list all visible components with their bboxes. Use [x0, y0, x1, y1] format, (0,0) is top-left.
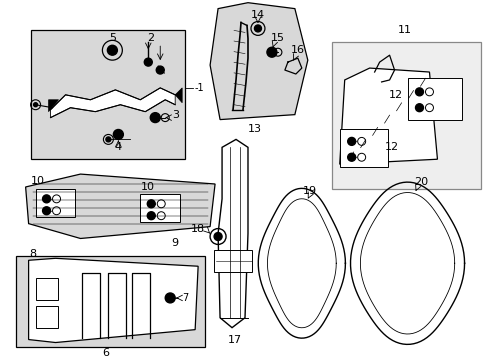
Bar [407, 78, 462, 120]
Bar [331, 42, 480, 189]
Bar [140, 194, 180, 222]
Text: 7: 7 [182, 293, 188, 303]
Text: -1: -1 [194, 83, 203, 93]
Circle shape [415, 104, 423, 112]
Circle shape [107, 45, 117, 55]
Text: 19: 19 [302, 186, 316, 196]
Circle shape [150, 113, 160, 122]
Bar [36, 189, 75, 217]
Text: 14: 14 [250, 10, 264, 19]
Bar [214, 250, 251, 272]
Circle shape [165, 293, 175, 303]
Text: 10: 10 [31, 176, 44, 186]
Bar [36, 278, 58, 300]
Polygon shape [25, 174, 215, 238]
Text: 13: 13 [247, 125, 262, 135]
Text: 12: 12 [384, 142, 398, 152]
Text: 15: 15 [270, 33, 285, 43]
Bar [16, 256, 204, 347]
Circle shape [266, 47, 276, 57]
Circle shape [147, 212, 155, 220]
Text: 20: 20 [414, 177, 427, 187]
Circle shape [144, 58, 152, 66]
Circle shape [34, 103, 38, 107]
Polygon shape [48, 100, 59, 112]
Text: 4: 4 [115, 142, 122, 152]
Circle shape [147, 200, 155, 208]
Polygon shape [218, 139, 247, 328]
Bar [36, 306, 58, 328]
Text: 3: 3 [171, 110, 178, 120]
Circle shape [347, 153, 355, 161]
Polygon shape [50, 88, 175, 118]
Text: 6: 6 [102, 348, 109, 359]
Text: 16: 16 [290, 45, 304, 55]
Circle shape [347, 138, 355, 145]
Circle shape [415, 88, 423, 96]
Text: 8: 8 [29, 249, 36, 259]
Circle shape [106, 137, 111, 142]
Circle shape [214, 233, 222, 240]
Text: 11: 11 [397, 26, 411, 35]
Text: 5: 5 [109, 33, 116, 43]
Text: 9: 9 [171, 238, 179, 248]
Text: 12: 12 [387, 90, 402, 100]
Circle shape [156, 66, 164, 74]
Circle shape [42, 195, 50, 203]
Text: 17: 17 [227, 334, 242, 345]
Circle shape [254, 25, 261, 32]
Text: 2: 2 [146, 33, 154, 43]
Polygon shape [339, 68, 437, 164]
Bar [31, 30, 185, 159]
Bar [339, 130, 387, 167]
Polygon shape [210, 3, 307, 120]
Polygon shape [175, 88, 182, 103]
Polygon shape [29, 258, 198, 342]
Text: 18: 18 [191, 224, 204, 234]
Circle shape [42, 207, 50, 215]
Circle shape [113, 130, 123, 139]
Text: 10: 10 [141, 182, 155, 192]
